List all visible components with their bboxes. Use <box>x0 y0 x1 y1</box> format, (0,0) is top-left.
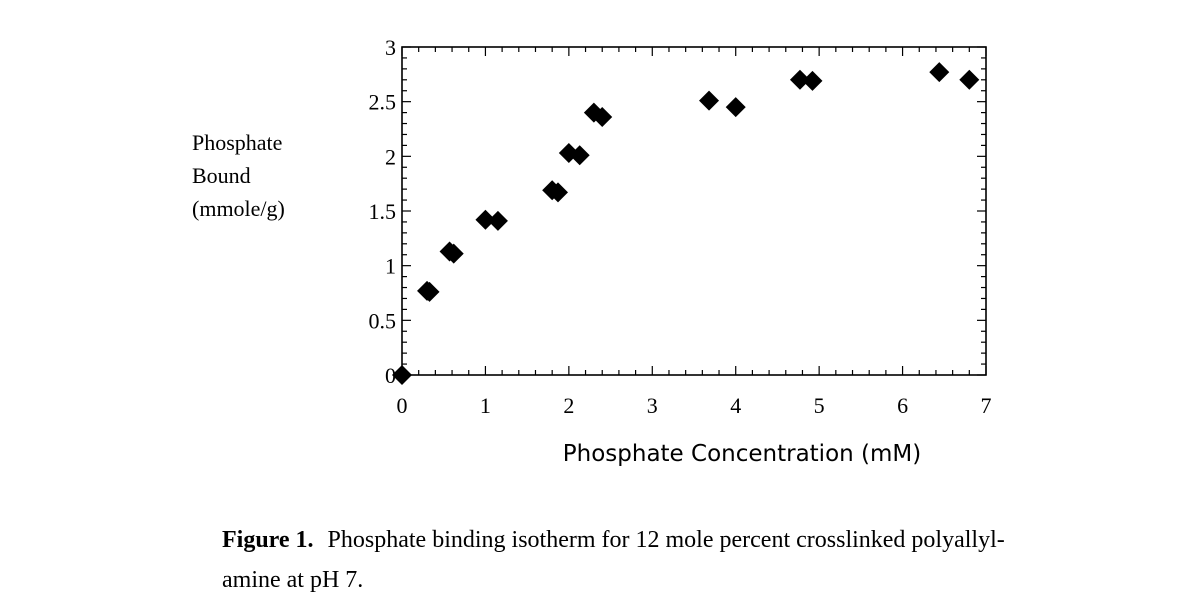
data-point <box>443 243 464 264</box>
axes <box>401 46 987 376</box>
y-tick-label: 0 <box>385 363 396 388</box>
figure-caption-text: Phosphate binding isotherm for 12 mole p… <box>222 527 1005 593</box>
plot-frame <box>401 46 987 376</box>
data-point <box>569 145 590 166</box>
x-tick-label: 5 <box>814 393 825 418</box>
axis-ticks: 0 1 2 3 4 5 6 7 0 0.5 1 1.5 2 2.5 3 <box>369 35 992 418</box>
y-tick-label: 2 <box>385 144 396 169</box>
scatter-chart: Phosphate Bound (mmole/g) 0 1 2 3 4 5 6 7 0 0.5 1 1.5… <box>192 35 992 467</box>
y-axis-label-line: (mmole/g) <box>192 196 285 221</box>
data-point <box>419 281 440 302</box>
y-tick-label: 0.5 <box>369 308 397 333</box>
x-tick-label: 3 <box>647 393 658 418</box>
data-point <box>699 90 720 111</box>
x-axis-label: Phosphate Concentration (mM) <box>563 441 921 467</box>
x-tick-label: 1 <box>480 393 491 418</box>
y-axis-label-line: Bound <box>192 163 251 188</box>
data-point <box>725 97 746 118</box>
x-tick-label: 0 <box>397 393 408 418</box>
x-tick-label: 4 <box>730 393 741 418</box>
y-axis-label-line: Phosphate <box>192 130 282 155</box>
figure-caption-label: Figure 1. <box>222 527 314 553</box>
data-point <box>802 70 823 91</box>
x-tick-label: 6 <box>897 393 908 418</box>
figure-caption: Figure 1. Phosphate binding isotherm for … <box>222 520 1042 600</box>
y-tick-label: 3 <box>385 35 396 60</box>
data-point <box>548 182 569 203</box>
data-point <box>392 365 412 385</box>
data-point <box>487 210 508 231</box>
y-tick-label: 2.5 <box>369 90 397 115</box>
data-point <box>475 209 496 230</box>
y-tick-label: 1.5 <box>369 199 397 224</box>
data-points <box>392 62 980 385</box>
data-point <box>959 69 980 90</box>
y-axis-label: Phosphate Bound (mmole/g) <box>192 130 285 221</box>
data-point <box>592 106 613 127</box>
x-tick-label: 2 <box>563 393 574 418</box>
x-tick-label: 7 <box>981 393 992 418</box>
data-point <box>929 62 950 83</box>
data-point <box>789 69 810 90</box>
y-tick-label: 1 <box>385 254 396 279</box>
